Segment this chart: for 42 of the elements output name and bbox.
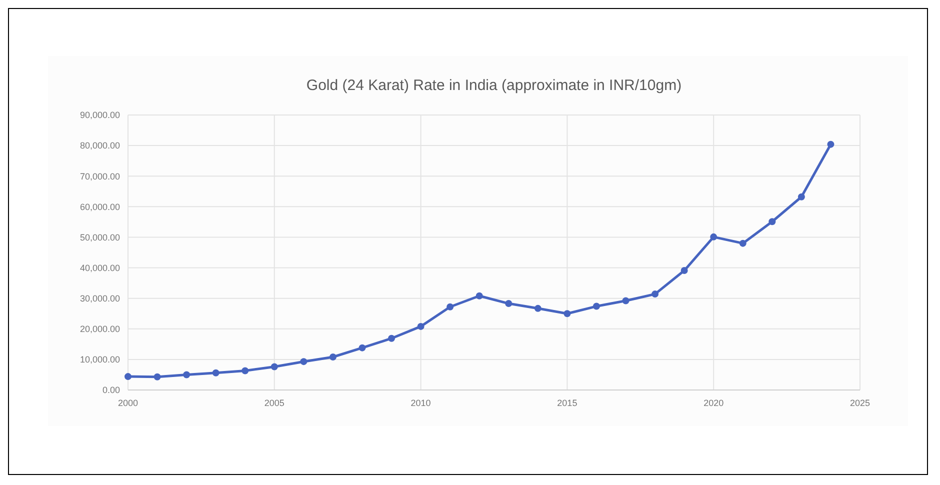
point [564, 310, 571, 318]
point [768, 218, 776, 226]
point [154, 373, 161, 380]
x-tick-label: 2005 [264, 398, 284, 408]
x-tick-label: 2020 [704, 398, 724, 408]
y-tick-label: 80,000.00 [80, 140, 120, 151]
y-tick-label: 0.00 [102, 385, 120, 396]
point [329, 354, 336, 360]
point [652, 290, 659, 298]
y-tick-label: 30,000.00 [80, 293, 120, 304]
y-tick-label: 90,000.00 [80, 110, 120, 120]
y-tick-label: 20,000.00 [80, 324, 120, 334]
point [270, 363, 278, 370]
point [417, 322, 424, 330]
x-tick-label: 2015 [557, 398, 578, 408]
point [505, 300, 512, 308]
point [124, 373, 132, 380]
x-tick-label: 2010 [410, 398, 431, 408]
point [212, 369, 220, 376]
y-tick-label: 50,000.00 [80, 232, 120, 242]
y-tick-label: 70,000.00 [80, 171, 120, 182]
x-tick-label: 2000 [118, 398, 138, 408]
point [592, 302, 600, 310]
y-tick-label: 60,000.00 [80, 202, 120, 212]
point [183, 371, 190, 378]
point [358, 344, 366, 352]
point [710, 233, 718, 240]
point [622, 297, 630, 304]
x-tick-label: 2025 [850, 398, 870, 408]
point [446, 303, 454, 310]
chart-title: Gold (24 Karat) Rate in India (approximate in INR/10gm) [306, 77, 682, 94]
point [680, 267, 688, 274]
y-tick-label: 10,000.00 [80, 354, 120, 365]
point [827, 140, 834, 148]
point [739, 240, 746, 247]
point [388, 334, 396, 342]
point [476, 292, 483, 300]
point [798, 193, 805, 200]
point [242, 367, 249, 374]
point [300, 358, 308, 366]
y-tick-label: 40,000.00 [80, 262, 120, 273]
point [534, 304, 542, 312]
